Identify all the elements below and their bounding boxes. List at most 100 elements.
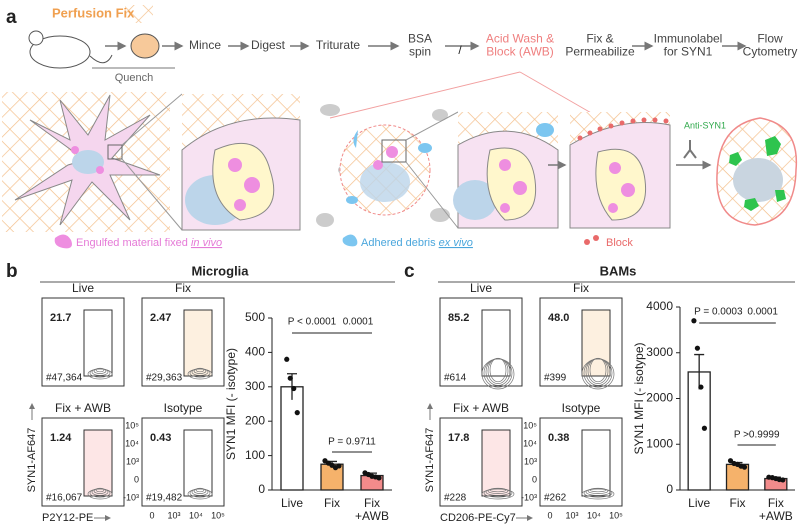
gate-percent: 48.0 [548, 312, 569, 324]
iso-x-tick: 0 [149, 510, 154, 520]
x-tick-label: Fix [730, 496, 746, 510]
iso-x-tick: 10⁵ [609, 510, 623, 520]
step-label: Fix & [586, 32, 613, 46]
data-point [294, 410, 300, 416]
error-bar [694, 353, 705, 390]
panel-label: a [6, 7, 17, 28]
x-axis-label: CD206-PE-Cy7 [440, 512, 516, 524]
contour [195, 367, 205, 373]
event-count: #29,363 [146, 373, 183, 384]
y-tick-label: 3000 [646, 345, 673, 359]
plot-title: Live [72, 281, 94, 295]
step-label: Acid Wash & [486, 32, 554, 46]
bar [280, 386, 304, 491]
plot-title: Fix + AWB [55, 401, 111, 415]
perfusion-label: Perfusion Fix [52, 5, 135, 20]
plot-title: Isotype [562, 401, 601, 415]
iso-y-tick: 10⁴ [523, 438, 537, 448]
iso-x-tick: 10³ [565, 510, 578, 520]
x-axis-label: P2Y12-PE [42, 512, 93, 524]
event-count: #614 [444, 373, 467, 384]
data-point [698, 384, 704, 390]
step-label: Permeabilize [565, 45, 635, 59]
x-tick-label: Live [281, 496, 303, 510]
gate-percent: 2.47 [150, 312, 171, 324]
iso-y-tick: 10⁵ [523, 420, 537, 430]
data-point [336, 463, 342, 469]
event-count: #47,364 [46, 373, 83, 384]
contour [589, 357, 607, 383]
p-value: P >0.9999 [734, 430, 780, 441]
data-point [376, 475, 382, 481]
iso-y-tick: 10³ [524, 456, 537, 466]
iso-x-tick: 10⁴ [587, 510, 601, 520]
contour [95, 487, 105, 493]
event-count: #228 [444, 493, 467, 504]
gate-percent: 85.2 [448, 312, 469, 324]
data-point [691, 318, 697, 324]
bar [687, 371, 711, 491]
plot-title: Fix [573, 281, 589, 295]
p-value: P = 0.0003 [694, 307, 743, 318]
step-label: Triturate [316, 38, 361, 52]
data-point [727, 458, 734, 464]
gate-percent: 1.24 [50, 432, 72, 444]
step-separator: / [458, 43, 462, 57]
data-point [780, 477, 786, 483]
x-tick-label: Fix +AWB [759, 496, 793, 523]
iso-y-tick: 10⁵ [125, 420, 139, 430]
plot-title: Fix [175, 281, 191, 295]
iso-y-tick: 10⁴ [125, 438, 139, 448]
y-tick-label: 0 [666, 482, 673, 496]
gate [581, 429, 611, 497]
gate [83, 309, 113, 377]
gate-percent: 0.43 [150, 432, 171, 444]
y-axis-label: SYN1 MFI (- isotype) [224, 348, 238, 460]
plot-title: Live [470, 281, 492, 295]
event-count: #262 [544, 493, 567, 504]
y-axis-label: SYN1 MFI (- isotype) [632, 342, 646, 454]
gate [183, 309, 213, 377]
legend-text: Engulfed material fixed [76, 237, 188, 249]
y-axis-label: SYN1-AF647 [26, 428, 38, 493]
contour [195, 487, 205, 493]
y-tick-label: 1000 [646, 436, 673, 450]
data-point [287, 375, 293, 381]
contour [489, 487, 507, 493]
legend-engulfed: Engulfed material fixed in vivo [76, 237, 222, 249]
x-tick-line: Fix [768, 496, 784, 510]
iso-y-tick: -10³ [521, 492, 537, 502]
plot-title: Isotype [164, 401, 203, 415]
y-tick-label: 400 [245, 345, 265, 359]
legend-block: Block [606, 237, 633, 249]
x-tick-line: Fix [364, 496, 380, 510]
step-label: Cytometry [743, 45, 798, 59]
panel-a-art [2, 5, 798, 283]
legend-emph: in vivo [191, 237, 222, 249]
data-point [741, 464, 748, 470]
legend-emph: ex vivo [439, 237, 473, 249]
x-tick-label: Fix [324, 496, 340, 510]
y-axis-label: SYN1-AF647 [424, 428, 436, 493]
gate [83, 429, 113, 497]
step-label: BSA [408, 32, 432, 46]
iso-y-tick: 10³ [126, 456, 139, 466]
data-point [701, 425, 708, 431]
panel-label: b [6, 261, 18, 282]
event-count: #19,482 [146, 493, 183, 504]
p-value: 0.0001 [343, 317, 374, 328]
step-label: Mince [189, 38, 221, 52]
event-count: #399 [544, 373, 567, 384]
step-label: Flow [757, 32, 783, 46]
iso-y-tick: 0 [134, 474, 139, 484]
x-tick-line: +AWB [355, 509, 389, 523]
legend-text: Adhered debris [361, 237, 436, 249]
y-tick-label: 500 [245, 310, 265, 324]
legend-adhered: Adhered debris ex vivo [361, 237, 473, 249]
x-tick-label: Fix +AWB [355, 496, 389, 523]
p-value: 0.0001 [747, 307, 778, 318]
antibody-label: Anti-SYN1 [684, 120, 726, 130]
step-label: Digest [251, 38, 286, 52]
iso-x-tick: 10³ [167, 510, 180, 520]
